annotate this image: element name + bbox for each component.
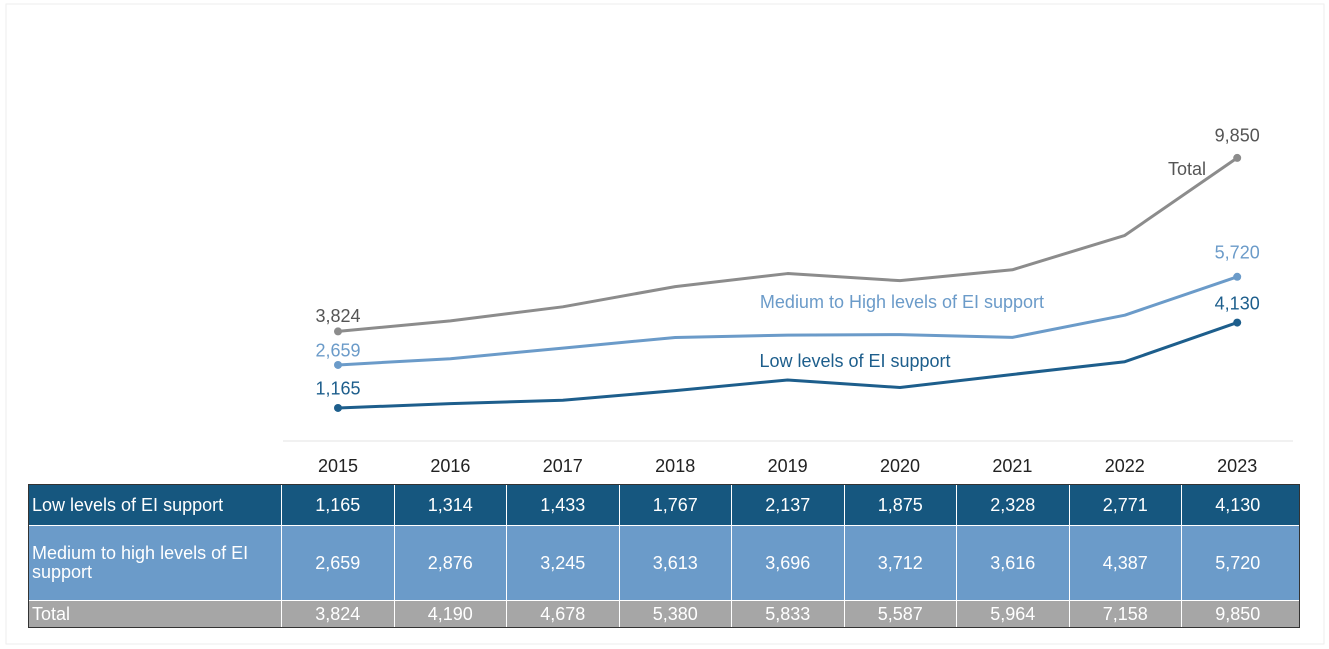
- table-cell: 2,659: [281, 526, 394, 600]
- table-cell: 4,190: [393, 601, 507, 627]
- table-row: Low levels of EI support 1,165 1,314 1,433 1…: [29, 485, 1299, 525]
- table-cell: 4,387: [1068, 526, 1182, 600]
- data-label: 9,850: [1215, 126, 1260, 146]
- table-cell: 5,964: [956, 601, 1069, 627]
- table-cell: 2,328: [956, 485, 1069, 525]
- table-cell: 1,767: [618, 485, 732, 525]
- table-cell: 5,833: [731, 601, 844, 627]
- table-cell: 1,314: [393, 485, 507, 525]
- table-cell: 4,130: [1181, 485, 1294, 525]
- data-label: 4,130: [1215, 293, 1260, 313]
- series-line: [337, 321, 1238, 410]
- x-tick-label: 2022: [1105, 456, 1145, 476]
- table-row: Medium to high levels of EI support 2,659…: [29, 525, 1299, 600]
- table-cell: 2,771: [1068, 485, 1182, 525]
- point: [1233, 272, 1242, 281]
- point: [334, 360, 342, 369]
- table-cell: 2,876: [393, 526, 507, 600]
- x-tick-label: 2023: [1217, 456, 1257, 476]
- table-cell: 1,165: [281, 485, 394, 525]
- row-label: Total: [32, 603, 71, 624]
- x-tick-label: 2019: [768, 456, 808, 476]
- x-tick-label: 2018: [655, 456, 695, 476]
- table-cell: 3,616: [956, 526, 1069, 600]
- table-cell: 7,158: [1068, 601, 1182, 627]
- table-cell: 4,678: [506, 601, 619, 627]
- data-table: Low levels of EI support 1,165 1,314 1,433 1…: [28, 484, 1300, 628]
- x-tick-label: 2015: [318, 456, 358, 476]
- data-label: 1,165: [315, 379, 360, 399]
- series-label: Total: [1168, 159, 1206, 179]
- table-cell: 9,850: [1181, 601, 1294, 627]
- point: [334, 327, 342, 336]
- series-label: Medium to High levels of EI support: [760, 292, 1044, 312]
- data-label: 5,720: [1215, 243, 1260, 263]
- table-cell: 5,720: [1181, 526, 1294, 600]
- series-label: Low levels of EI support: [759, 351, 950, 371]
- point: [1233, 153, 1242, 162]
- table-cell: 2,137: [731, 485, 844, 525]
- table-row: Total 3,824 4,190 4,678 5,380 5,833 5,587 5,964…: [29, 600, 1299, 627]
- row-label: Medium to high levels of EI support: [32, 543, 249, 582]
- table-cell: 3,712: [843, 526, 957, 600]
- frame: [5, 3, 1325, 645]
- table-cell: 5,380: [618, 601, 732, 627]
- point: [334, 403, 342, 412]
- series-line: [337, 275, 1238, 367]
- table-cell: 1,875: [843, 485, 957, 525]
- table-cell: 5,587: [843, 601, 957, 627]
- data-label: 2,659: [315, 341, 360, 361]
- x-tick-label: 2020: [880, 456, 920, 476]
- table-cell: 1,433: [506, 485, 619, 525]
- row-label: Low levels of EI support: [32, 494, 224, 515]
- table-cell: 3,245: [506, 526, 619, 600]
- x-tick-label: 2016: [430, 456, 470, 476]
- table-cell: 3,824: [281, 601, 394, 627]
- data-label: 3,824: [315, 306, 360, 326]
- table-cell: 3,696: [731, 526, 844, 600]
- series-line: [337, 156, 1239, 333]
- x-tick-label: 2017: [543, 456, 583, 476]
- point: [1233, 318, 1242, 327]
- x-tick-label: 2021: [992, 456, 1032, 476]
- table-cell: 3,613: [618, 526, 732, 600]
